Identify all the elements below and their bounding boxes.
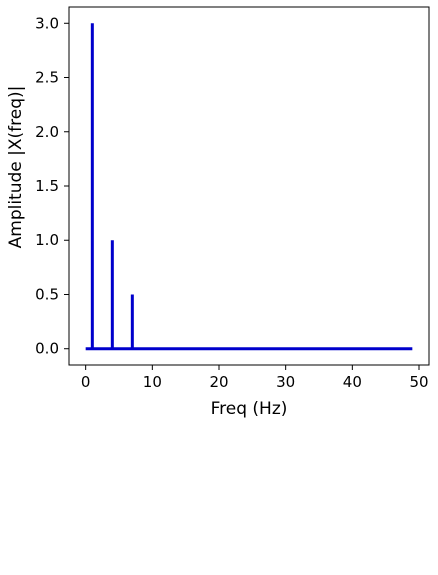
x-tick-label: 30 xyxy=(276,373,295,391)
y-tick-label: 1.0 xyxy=(35,231,59,249)
y-tick-label: 2.5 xyxy=(35,69,59,87)
x-tick-label: 0 xyxy=(81,373,91,391)
plot-frame xyxy=(68,6,430,366)
y-axis-label: Amplitude |X(freq)| xyxy=(6,86,26,249)
y-tick-label: 0.0 xyxy=(35,340,59,358)
x-tick-label: 50 xyxy=(409,373,428,391)
y-tick-label: 3.0 xyxy=(35,14,59,32)
y-tick-label: 1.5 xyxy=(35,177,59,195)
y-tick-label: 0.5 xyxy=(35,285,59,303)
y-axis: 0.0 0.5 1.0 1.5 2.0 2.5 3.0 xyxy=(35,14,69,358)
x-axis: 0 10 20 30 40 50 xyxy=(81,365,429,391)
y-tick-label: 2.0 xyxy=(35,123,59,141)
x-tick-label: 10 xyxy=(143,373,162,391)
x-axis-label: Freq (Hz) xyxy=(211,399,288,419)
x-tick-label: 40 xyxy=(343,373,362,391)
x-tick-label: 20 xyxy=(209,373,228,391)
stem-series xyxy=(85,23,413,351)
